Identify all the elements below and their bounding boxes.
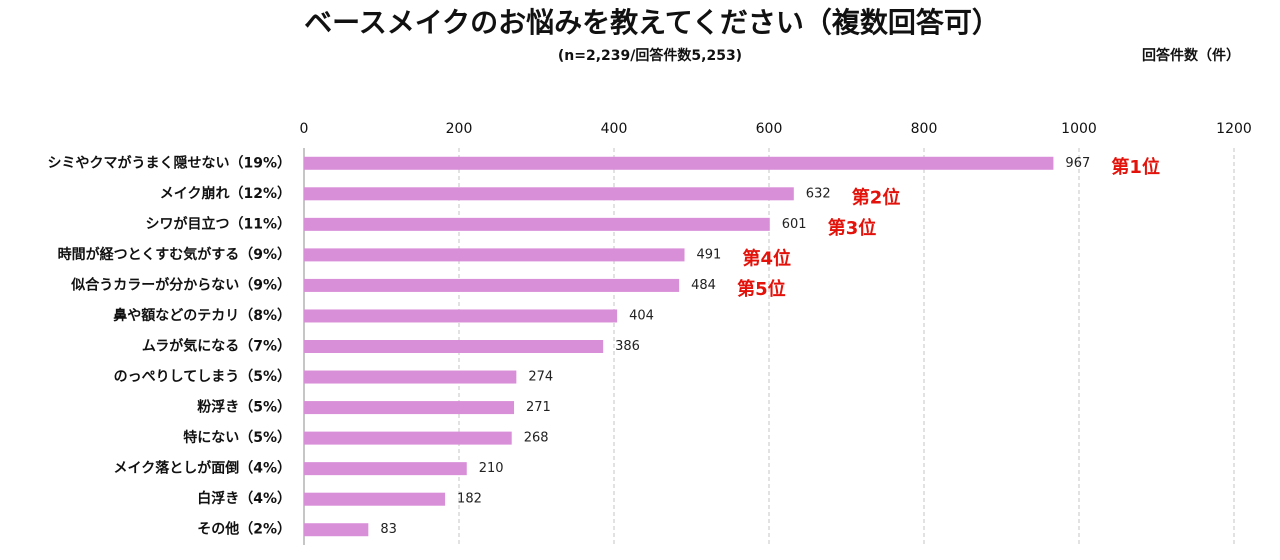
category-label: ムラが気になる（7%） <box>142 338 291 355</box>
category-label: その他（2%） <box>197 521 291 538</box>
value-label: 271 <box>526 400 551 415</box>
category-label: メイク崩れ（12%） <box>160 185 291 202</box>
bar <box>304 278 680 292</box>
gridlines <box>303 148 1235 545</box>
value-label: 484 <box>691 278 716 293</box>
bar <box>304 309 618 323</box>
bar <box>304 187 794 201</box>
rank-label: 第2位 <box>852 186 901 208</box>
value-label: 83 <box>380 522 397 537</box>
x-tick-label: 800 <box>911 121 938 137</box>
category-label: シミやクマがうまく隠せない（19%） <box>47 154 291 171</box>
category-label: のっぺりしてしまう（5%） <box>114 369 291 385</box>
bar <box>304 492 446 506</box>
value-label: 268 <box>524 431 549 446</box>
category-label: 時間が経つとくすむ気がする（9%） <box>58 246 291 263</box>
value-labels: 967 632 601 491 484 404 386 274 271 268 210 182 83 <box>380 156 1090 537</box>
category-labels: シミやクマがうまく隠せない（19%） メイク崩れ（12%） シワが目立つ（11%） 時… <box>47 154 291 537</box>
category-label: シワが目立つ（11%） <box>145 215 291 232</box>
x-tick-label: 0 <box>300 121 309 137</box>
x-tick-labels: 0 200 400 600 800 1000 1200 <box>300 121 1252 137</box>
x-tick-label: 400 <box>601 121 628 137</box>
value-label: 632 <box>806 186 831 201</box>
x-tick-label: 1000 <box>1061 121 1097 137</box>
value-label: 601 <box>782 217 807 232</box>
rank-label: 第3位 <box>828 217 877 239</box>
x-axis-unit-label: 回答件数（件） <box>1142 47 1240 64</box>
category-label: 白浮き（4%） <box>197 490 291 507</box>
bar <box>304 370 517 384</box>
x-tick-label: 200 <box>446 121 473 137</box>
bar <box>304 217 770 231</box>
bar <box>304 431 512 445</box>
value-label: 491 <box>697 247 722 262</box>
category-label: 粉浮き（5%） <box>197 399 291 416</box>
category-label: 似合うカラーが分からない（9%） <box>70 276 291 293</box>
value-label: 274 <box>528 370 553 385</box>
value-label: 404 <box>629 308 654 323</box>
category-label: メイク落としが面倒（4%） <box>114 460 292 477</box>
x-tick-label: 600 <box>756 121 783 137</box>
value-label: 386 <box>615 339 640 354</box>
value-label: 967 <box>1065 156 1090 171</box>
rank-label: 第5位 <box>737 278 786 300</box>
x-tick-label: 1200 <box>1216 121 1252 137</box>
chart-title: ベースメイクのお悩みを教えてください（複数回答可） <box>304 6 1000 39</box>
bar <box>304 156 1054 170</box>
bar <box>304 401 515 415</box>
bar <box>304 248 685 262</box>
bar <box>304 462 467 476</box>
value-label: 210 <box>479 461 504 476</box>
bar <box>304 523 369 537</box>
value-label: 182 <box>457 492 482 507</box>
rank-label: 第4位 <box>743 247 792 269</box>
chart-subtitle: (n=2,239/回答件数5,253) <box>558 47 742 64</box>
bar <box>304 340 604 353</box>
bars <box>304 156 1054 537</box>
rank-label: 第1位 <box>1111 156 1160 178</box>
category-label: 鼻や額などのテカリ（8%） <box>113 307 291 324</box>
category-label: 特にない（5%） <box>183 429 291 446</box>
